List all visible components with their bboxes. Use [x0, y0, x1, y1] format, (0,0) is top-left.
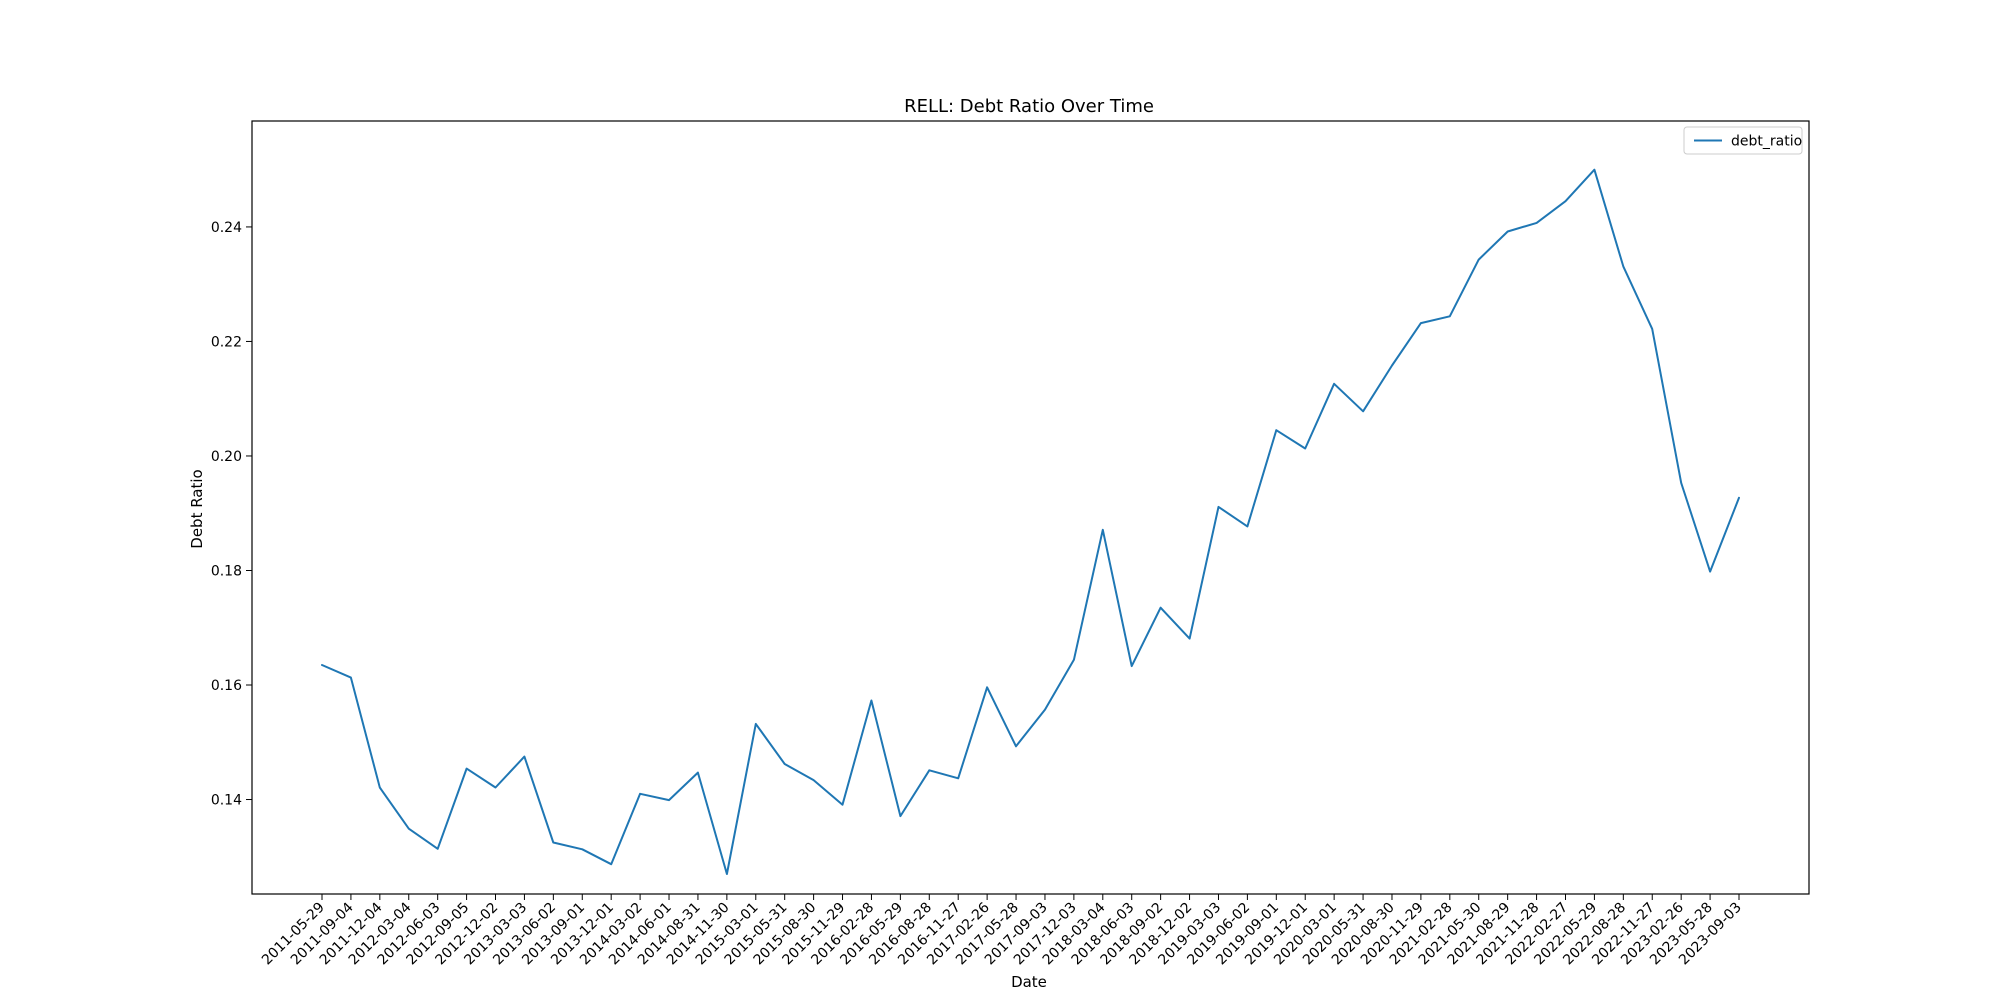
legend: debt_ratio [1683, 126, 1803, 155]
y-tick-label: 0.18 [211, 563, 242, 579]
x-axis-label: Date [1011, 973, 1047, 991]
y-tick-label: 0.20 [211, 449, 242, 465]
series-line-debt_ratio [321, 168, 1740, 875]
chart-title: RELL: Debt Ratio Over Time [904, 96, 1154, 117]
plot-frame [251, 120, 1810, 895]
y-tick-label: 0.22 [211, 334, 242, 350]
legend-label: debt_ratio [1731, 134, 1802, 150]
y-tick-label: 0.24 [211, 220, 242, 236]
y-axis-label: Debt Ratio [188, 469, 206, 548]
y-tick-label: 0.16 [211, 678, 242, 694]
legend-box [1683, 126, 1803, 155]
y-tick-label: 0.14 [211, 793, 242, 809]
plot-area: 0.140.160.180.200.220.242011-05-292011-0… [211, 120, 1810, 968]
